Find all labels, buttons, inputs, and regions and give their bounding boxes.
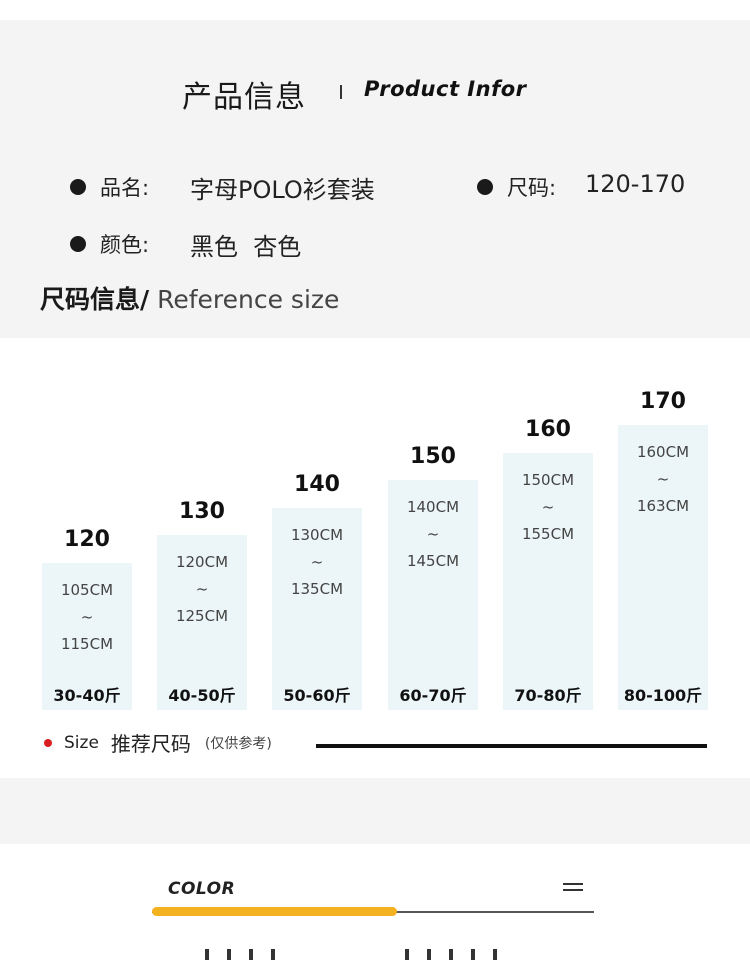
legend-note: (仅供参考) xyxy=(204,735,272,752)
size-bar-label: 120 xyxy=(64,527,110,552)
size-bar-label: 130 xyxy=(179,499,225,524)
size-bar xyxy=(157,535,247,710)
color-value: 黑色 杏色 xyxy=(190,233,302,261)
size-bar xyxy=(388,480,478,710)
title-separator xyxy=(340,85,342,99)
weight-label: 60-70斤 xyxy=(399,686,467,705)
bullet-icon xyxy=(70,179,86,195)
size-bar-label: 140 xyxy=(294,472,340,497)
cutoff-text-left xyxy=(205,948,293,960)
legend: Size 推荐尺码 (仅供参考) xyxy=(44,728,272,757)
size-bar-label: 170 xyxy=(640,389,686,414)
size-bar xyxy=(272,508,362,710)
size-heading: 尺码信息/ Reference size xyxy=(40,280,339,316)
size-bar-label: 160 xyxy=(525,417,571,442)
info-row-color: 颜色: xyxy=(70,229,149,259)
color-section-label: COLOR xyxy=(168,879,236,899)
weight-label: 80-100斤 xyxy=(623,686,703,705)
height-range-label: 120CM ~125CM xyxy=(175,553,229,625)
weight-label: 70-80斤 xyxy=(514,686,582,705)
menu-icon xyxy=(563,883,583,893)
title-en: Product Infor xyxy=(364,77,527,101)
info-row-size: 尺码: xyxy=(477,172,556,202)
height-range-label: 160CM ~163CM xyxy=(636,443,690,515)
weight-label: 50-60斤 xyxy=(283,686,351,705)
height-range-label: 150CM ~155CM xyxy=(521,471,575,543)
size-bar-label: 150 xyxy=(410,444,456,469)
weight-label: 40-50斤 xyxy=(168,686,236,705)
size-label: 尺码: xyxy=(507,176,557,200)
weight-label: 30-40斤 xyxy=(53,686,121,705)
color-label: 颜色: xyxy=(100,233,150,257)
name-label: 品名: xyxy=(100,176,150,200)
title-cn: 产品信息 xyxy=(182,80,306,115)
size-value: 120-170 xyxy=(585,170,686,198)
size-heading-cn: 尺码信息/ xyxy=(40,285,150,314)
bullet-icon xyxy=(477,179,493,195)
height-range-label: 130CM ~135CM xyxy=(290,526,344,598)
legend-en: Size xyxy=(64,732,99,753)
color-track-highlight xyxy=(152,907,397,916)
size-bar xyxy=(618,425,708,710)
legend-cn: 推荐尺码 xyxy=(110,732,191,756)
legend-dot-icon xyxy=(44,738,52,747)
bullet-icon xyxy=(70,236,86,252)
size-bar xyxy=(503,453,593,710)
name-value: 字母POLO衫套装 xyxy=(190,176,375,204)
top-margin xyxy=(0,0,750,20)
cutoff-text-right xyxy=(405,948,515,960)
section-divider-band xyxy=(0,778,750,844)
size-heading-en: Reference size xyxy=(149,285,340,314)
height-range-label: 105CM ~115CM xyxy=(60,581,114,653)
size-bar xyxy=(42,563,132,710)
product-info-panel xyxy=(0,20,750,338)
legend-rule xyxy=(316,744,707,748)
height-range-label: 140CM ~145CM xyxy=(406,498,460,570)
color-section xyxy=(0,844,750,960)
info-row-name: 品名: xyxy=(70,172,149,202)
